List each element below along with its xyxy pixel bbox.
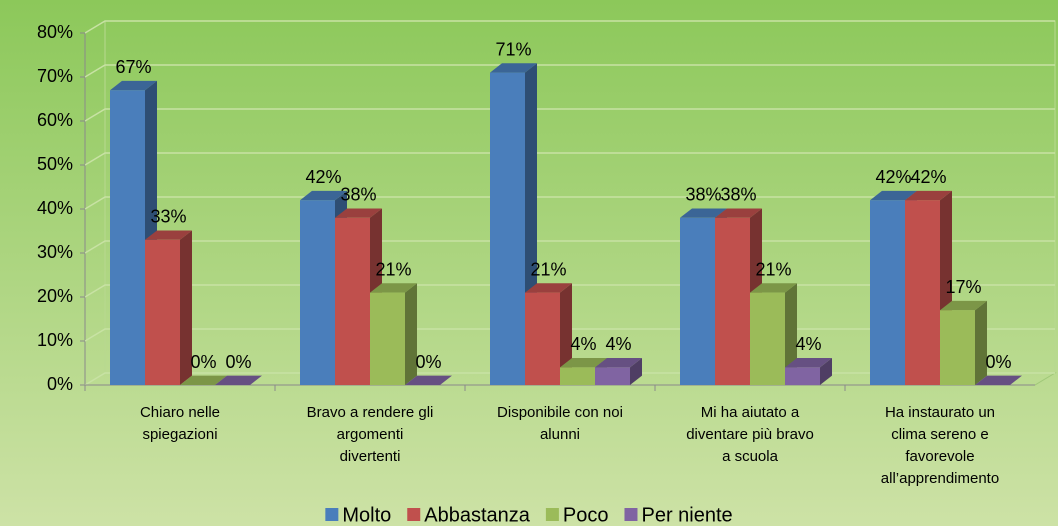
bar-top — [870, 190, 917, 201]
bar-top — [750, 283, 797, 293]
value-label: 21% — [375, 259, 411, 279]
bar-top — [405, 375, 452, 385]
bar — [300, 200, 335, 385]
legend: Molto Abbastanza Poco Per niente — [325, 504, 733, 526]
value-label: 67% — [115, 57, 151, 77]
bar — [870, 200, 905, 385]
bar-side — [630, 358, 642, 385]
bar-top — [370, 283, 417, 293]
bar — [595, 367, 630, 385]
value-label: 0% — [415, 352, 441, 372]
legend-swatch — [325, 508, 339, 521]
value-label: 4% — [795, 334, 821, 354]
y-tick-label: 70% — [37, 66, 73, 86]
bar-top — [215, 375, 262, 385]
bar — [110, 90, 145, 385]
bar — [715, 217, 750, 385]
bar-top — [975, 375, 1022, 385]
legend-swatch — [624, 508, 638, 521]
bar — [145, 239, 180, 385]
bar-top — [785, 358, 832, 368]
y-tick-label: 20% — [37, 286, 73, 306]
value-label: 17% — [945, 277, 981, 297]
bar-top — [940, 300, 987, 311]
bar-top — [335, 208, 382, 218]
legend-label: Abbastanza — [424, 504, 531, 526]
bar-side — [180, 230, 192, 385]
bar-top — [145, 230, 192, 240]
value-label: 21% — [755, 259, 791, 279]
value-label: 38% — [685, 185, 721, 205]
bar — [750, 292, 785, 385]
value-label: 71% — [495, 39, 531, 59]
value-label: 21% — [530, 259, 566, 279]
bar-top — [490, 63, 537, 73]
bar — [940, 310, 975, 385]
y-tick-label: 50% — [37, 154, 73, 174]
bar-side — [975, 300, 987, 385]
y-tick-label: 0% — [47, 374, 73, 394]
bar-top — [715, 208, 762, 218]
legend-label: Poco — [563, 504, 609, 526]
grid-line — [84, 152, 1055, 166]
bar — [560, 367, 595, 385]
bar — [785, 367, 820, 385]
legend-label: Per niente — [641, 504, 732, 526]
y-tick-label: 30% — [37, 242, 73, 262]
legend-swatch — [545, 508, 559, 521]
value-label: 0% — [985, 352, 1011, 372]
x-tick-label: Mi ha aiutato a diventare più bravo a scuo… — [686, 404, 814, 465]
bar-top — [180, 375, 227, 385]
x-tick-label: Bravo a rendere gli argomenti divertenti — [307, 404, 434, 465]
value-label: 33% — [150, 207, 186, 227]
x-tick-label: Ha instaurato un clima sereno e favorevole… — [881, 404, 999, 487]
bar-top — [680, 208, 727, 218]
bar — [370, 292, 405, 385]
bar-side — [785, 283, 797, 385]
y-tick-label: 60% — [37, 110, 73, 130]
value-label: 0% — [225, 352, 251, 372]
bar-top — [560, 358, 607, 368]
grid-line — [84, 20, 1055, 34]
grid-line — [84, 196, 1055, 210]
bar-top — [905, 190, 952, 201]
y-tick-label: 40% — [37, 198, 73, 218]
bar-side — [405, 283, 417, 385]
bar — [490, 72, 525, 385]
value-label: 4% — [605, 334, 631, 354]
value-label: 38% — [340, 185, 376, 205]
value-label: 4% — [570, 334, 596, 354]
y-tick-label: 10% — [37, 330, 73, 350]
bar-side — [820, 358, 832, 385]
bar — [905, 200, 940, 385]
legend-swatch — [407, 508, 421, 521]
bar-top — [300, 190, 347, 201]
value-label: 38% — [720, 185, 756, 205]
bar-side — [560, 283, 572, 385]
x-tick-label: Disponibile con noi alunni — [497, 404, 623, 443]
x-tick-label: Chiaro nelle spiegazioni — [140, 404, 220, 443]
bar-top — [525, 283, 572, 293]
grid-line — [84, 64, 1055, 78]
y-tick-label: 80% — [37, 22, 73, 42]
value-label: 42% — [305, 167, 341, 187]
bar — [680, 217, 715, 385]
value-label: 0% — [190, 352, 216, 372]
value-label: 42% — [910, 167, 946, 187]
bar — [525, 292, 560, 385]
bar-top — [110, 80, 157, 91]
bar — [335, 217, 370, 385]
bar-top — [595, 358, 642, 368]
value-label: 42% — [875, 167, 911, 187]
grid-line — [84, 108, 1055, 122]
legend-label: Molto — [342, 504, 391, 526]
